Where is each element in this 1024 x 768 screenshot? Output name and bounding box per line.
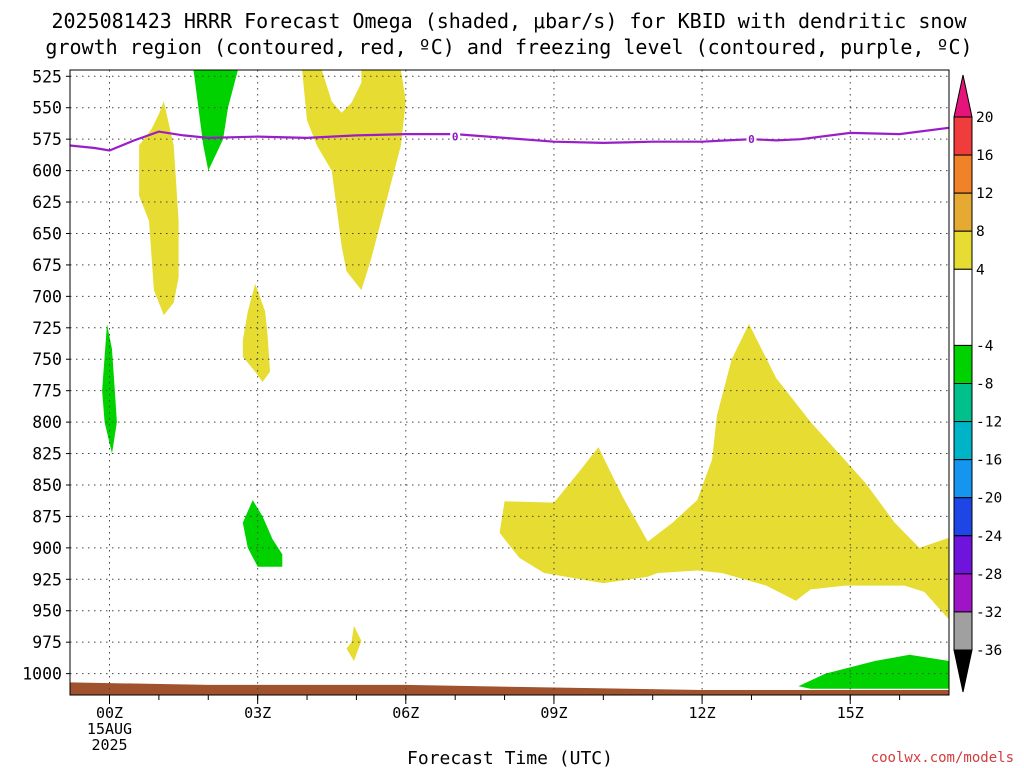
y-tick-label: 925 [32,570,62,589]
colorbar-segment [953,116,973,156]
colorbar-segment [953,154,973,194]
omega-region-3 [302,70,406,291]
colorbar-tick-label: -8 [976,377,993,393]
freezing-level-label-bg [746,133,757,146]
y-tick-label: 525 [32,67,62,86]
colorbar-tick-label: 12 [976,186,993,202]
colorbar-tick-label: -28 [976,567,1002,583]
colorbar-segment [953,497,973,537]
colorbar-segment [953,611,973,651]
x-tick-label: 15Z [837,704,864,722]
y-tick-label: 875 [32,507,62,526]
x-tick-label: 09Z [540,704,567,722]
y-tick-label: 950 [32,602,62,621]
x-tick-label: 15AUG [87,720,132,738]
omega-region-8 [499,324,949,620]
plot-frame [69,69,950,696]
colorbar-tick-label: 16 [976,148,993,164]
omega-region-2 [193,70,238,171]
colorbar-bottom-arrow [953,649,973,693]
omega-region-7 [346,625,362,661]
y-tick-label: 750 [32,350,62,369]
omega-region-4 [242,283,270,382]
colorbar-tick-label: 8 [976,224,985,240]
colorbar-segment [953,192,973,232]
y-axis: 525 550 575 600 625 650 675 700 725 750 775 800 825 8… [22,67,70,684]
colorbar-tick-label: -12 [976,415,1002,431]
y-tick-label: 800 [32,413,62,432]
y-tick-label: 775 [32,382,62,401]
colorbar-tick-label: 4 [976,262,985,278]
colorbar-tick-label: -20 [976,491,1002,507]
y-tick-label: 600 [32,162,62,181]
colorbar-tick-label: -24 [976,529,1002,545]
freezing-level-line [69,126,950,152]
x-tick-label: 2025 [91,736,127,754]
y-tick-label: 675 [32,256,62,275]
y-tick-label: 900 [32,539,62,558]
y-tick-label: 650 [32,224,62,243]
colorbar-tick-label: -32 [976,605,1002,621]
chart-title-line-2: growth region (contoured, red, ºC) and f… [45,35,972,59]
x-tick-label: 00Z [96,704,123,722]
colorbar-segment [953,459,973,499]
y-tick-label: 1000 [22,665,62,684]
y-tick-label: 725 [32,319,62,338]
colorbar-tick-label: -36 [976,643,1002,659]
terrain-fill [70,682,949,695]
x-tick-label: 03Z [244,704,271,722]
x-tick-label: 12Z [689,704,716,722]
omega-region-9 [798,654,949,689]
credit-text: coolwx.com/models [871,750,1014,766]
colorbar-tick-label: -16 [976,453,1002,469]
freezing-level-label-bg [450,130,461,143]
freezing-level-label: 0 [748,133,755,146]
colorbar-tick-label: -4 [976,338,994,354]
colorbar-segment [953,344,973,384]
y-tick-label: 825 [32,445,62,464]
colorbar-segment [953,535,973,575]
terrain [70,682,949,695]
colorbar-segment [953,230,973,270]
y-tick-label: 575 [32,130,62,149]
colorbar-segment [953,268,973,346]
chart-title-line-1: 2025081423 HRRR Forecast Omega (shaded, … [51,9,967,33]
omega-region-1 [139,101,179,316]
omega-regions [102,70,949,689]
y-tick-label: 975 [32,633,62,652]
y-tick-label: 850 [32,476,62,495]
colorbar-tick-label: 20 [976,110,993,126]
colorbar-top-arrow [953,74,973,118]
omega-region-6 [242,500,283,567]
colorbar: 20 16 12 8 4 -4 -8 -12 -16 -20 -24 -28 -32 -36 [953,74,1002,693]
freezing-level-label: 0 [452,131,459,144]
colorbar-segment [953,421,973,461]
y-tick-label: 625 [32,193,62,212]
x-tick-label: 06Z [392,704,419,722]
grid-lines [70,70,949,695]
colorbar-segment [953,383,973,423]
y-tick-label: 550 [32,99,62,118]
y-tick-label: 700 [32,287,62,306]
colorbar-segment [953,573,973,613]
x-axis-label: Forecast Time (UTC) [407,748,613,768]
